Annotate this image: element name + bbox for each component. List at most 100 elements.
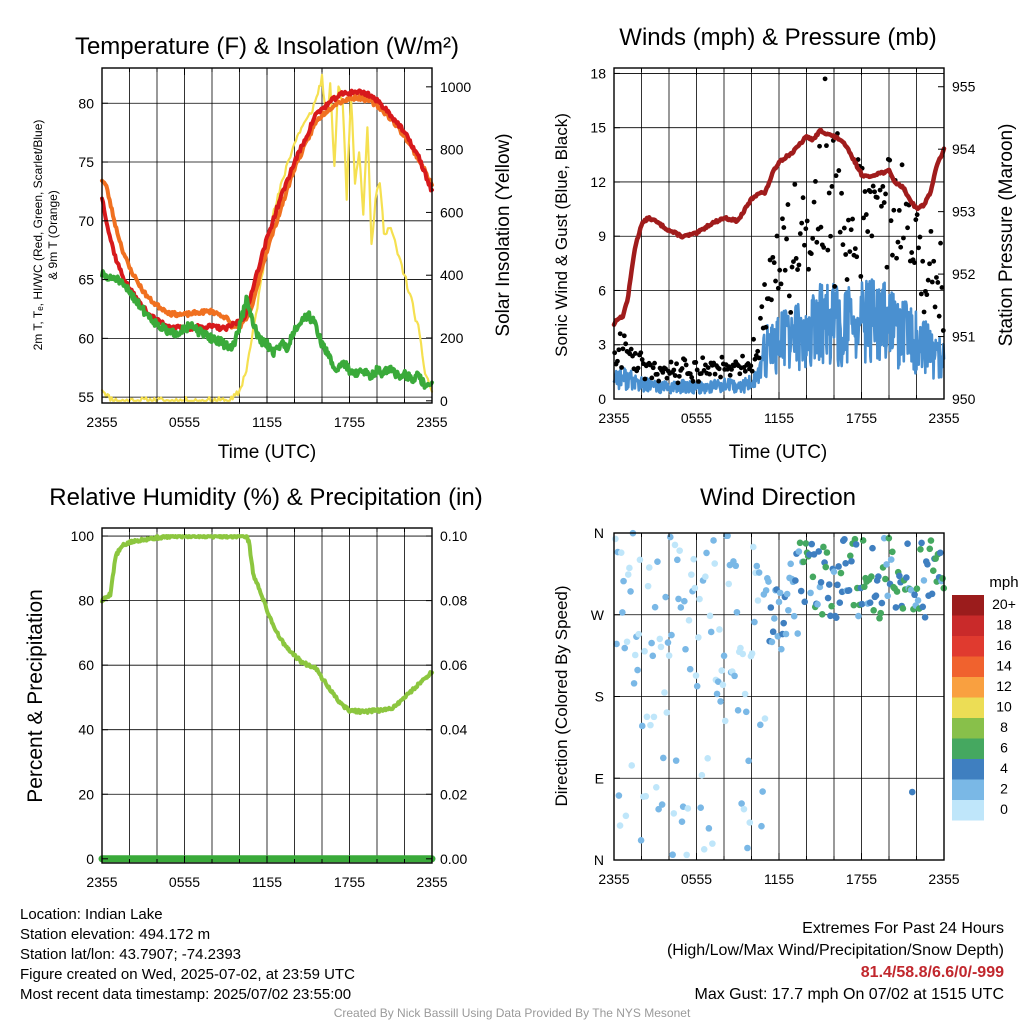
- direction-point: [710, 537, 717, 544]
- direction-point: [835, 563, 842, 570]
- direction-point: [662, 593, 669, 601]
- gust-point: [788, 309, 794, 315]
- gust-point: [852, 246, 858, 252]
- y-tick-label: 950: [952, 391, 976, 407]
- direction-point: [851, 535, 859, 543]
- direction-point: [778, 645, 785, 653]
- y-tick-label: 55: [78, 389, 94, 405]
- station-info: Location: Indian Lake Station elevation:…: [20, 905, 355, 1005]
- direction-point: [739, 650, 747, 658]
- latlon-text: Station lat/lon: 43.7907; -74.2393: [20, 946, 242, 963]
- direction-point: [659, 754, 667, 762]
- gust-point: [696, 379, 701, 384]
- gust-point: [778, 281, 784, 287]
- direction-point: [732, 562, 740, 570]
- gust-point: [719, 354, 725, 360]
- direction-point: [682, 645, 689, 653]
- gust-point: [863, 212, 869, 217]
- y-tick-label: N: [594, 525, 604, 541]
- gust-point: [687, 371, 693, 377]
- speed-legend: 20+ 18 16 14 12 10 8 6 4 2 0: [952, 595, 1016, 821]
- direction-point: [621, 644, 629, 652]
- direction-point: [658, 801, 666, 808]
- gust-point: [763, 324, 769, 330]
- direction-point: [808, 540, 816, 548]
- gust-point: [650, 365, 656, 371]
- direction-point: [746, 819, 754, 826]
- direction-point: [705, 825, 713, 832]
- direction-point: [921, 614, 929, 621]
- direction-point: [802, 540, 810, 547]
- temp-9m-line: [100, 93, 434, 330]
- gust-point: [843, 252, 849, 257]
- gust-point: [656, 378, 662, 384]
- direction-point: [787, 560, 794, 568]
- x-tick-label: 2355: [598, 871, 629, 887]
- legend-label: 18: [996, 617, 1012, 633]
- direction-point: [800, 558, 807, 566]
- x-tick-label: 2355: [598, 410, 629, 426]
- gust-point: [635, 365, 641, 371]
- direction-point: [776, 589, 784, 597]
- gust-point: [936, 313, 942, 319]
- direction-point: [622, 812, 630, 820]
- winds-left-label: Sonic Wind & Gust (Blue, Black): [552, 113, 571, 357]
- direction-point: [884, 592, 891, 600]
- gust-point: [874, 195, 880, 200]
- temperature-title: Temperature (F) & Insolation (W/m²): [75, 33, 459, 60]
- gust-point: [917, 234, 923, 240]
- gust-point: [848, 227, 854, 233]
- gust-point: [791, 259, 796, 265]
- created-text: Figure created on Wed, 2025-07-02, at 23…: [20, 966, 355, 983]
- direction-point: [709, 840, 716, 847]
- temperature-left-label-1: 2m T, Tₑ, HI/WC (Red, Green, Scarlet/Blu…: [31, 120, 45, 351]
- direction-point: [647, 721, 654, 729]
- gust-point: [808, 251, 814, 257]
- y-tick-label: 60: [78, 657, 94, 673]
- direction-point: [885, 534, 893, 542]
- x-tick-label: 1155: [764, 410, 794, 426]
- direction-point: [755, 569, 763, 576]
- gust-point: [846, 217, 851, 223]
- direction-point: [866, 599, 874, 606]
- direction-point: [876, 614, 883, 622]
- direction-point: [869, 544, 876, 552]
- direction-point: [817, 579, 825, 586]
- gust-point: [850, 216, 855, 222]
- winds-chart: Winds (mph) & Pressure (mb) 2355 0555 1155…: [552, 24, 1017, 463]
- gust-point: [899, 162, 905, 168]
- gust-point: [840, 242, 846, 248]
- y-tick-label: 3: [598, 337, 606, 353]
- direction-point: [868, 573, 875, 580]
- direction-point: [692, 672, 700, 679]
- direction-point: [814, 601, 821, 608]
- gust-point: [700, 355, 706, 361]
- gust-point: [817, 143, 822, 149]
- direction-point: [794, 630, 801, 637]
- direction-point: [671, 541, 679, 549]
- gust-point: [649, 375, 655, 381]
- direction-point: [740, 805, 748, 813]
- direction-point: [678, 818, 686, 825]
- gust-point: [914, 212, 920, 218]
- y-tick-label: 0.10: [440, 528, 467, 544]
- direction-point: [628, 762, 636, 769]
- x-tick-label: 2355: [928, 410, 959, 426]
- y-tick-label: 0.02: [440, 786, 467, 802]
- temperature-left-label-2: & 9m T (Orange): [46, 190, 60, 280]
- gust-point: [912, 260, 917, 266]
- direction-point: [691, 584, 699, 592]
- gust-point: [844, 277, 850, 282]
- y-tick-label: 1000: [440, 79, 471, 95]
- direction-point: [741, 690, 749, 698]
- direction-point: [693, 682, 701, 690]
- direction-point: [899, 605, 907, 612]
- gust-point: [890, 252, 895, 258]
- direction-point: [733, 608, 741, 616]
- gust-point: [751, 336, 756, 342]
- temperature-right-label: Solar Insolation (Yellow): [493, 133, 512, 336]
- gust-point: [769, 297, 774, 303]
- direction-point: [767, 604, 775, 611]
- direction-point: [749, 543, 757, 551]
- humidity-line: [100, 534, 434, 715]
